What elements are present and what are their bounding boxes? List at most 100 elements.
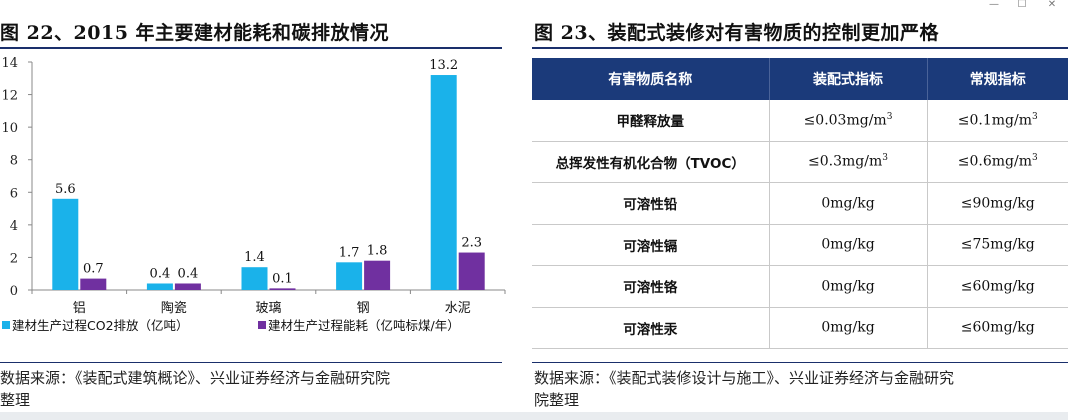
cell-substance-text: 可溶性镉 <box>623 238 678 255</box>
cell-standard-limit: ≤75mg/kg <box>927 224 1068 266</box>
table-row: 可溶性铬 0mg/kg ≤60mg/kg <box>532 265 1068 308</box>
maximize-icon[interactable]: ☐ <box>1017 0 1027 10</box>
harmful-substance-table: 有害物质名称 装配式指标 常规指标 甲醛释放量 ≤0.03mg/m3 ≤0.1mg/… <box>532 58 1068 349</box>
header-prefab: 装配式指标 <box>769 58 928 100</box>
cell-substance-text: 可溶性汞 <box>623 321 678 338</box>
bottom-strip <box>0 412 1068 420</box>
right-source-line2: 院整理 <box>534 391 580 409</box>
cell-substance: 可溶性铬 <box>532 265 770 308</box>
cell-standard-limit: ≤0.1mg/m3 <box>927 100 1068 142</box>
cell-standard-limit: ≤0.6mg/m3 <box>927 141 1068 183</box>
cell-substance-text: 甲醛释放量 <box>616 114 685 131</box>
cell-substance: 总挥发性有机化合物（TVOC） <box>532 141 770 183</box>
data-label: 0.1 <box>272 271 293 286</box>
cell-prefab-limit-text: ≤0.03mg/m <box>803 112 887 129</box>
right-source-note: 数据来源：《装配式装修设计与施工》、兴业证券经济与金融研究 院整理 <box>534 367 1068 411</box>
right-figure-title: 图 23、装配式装修对有害物质的控制更加严格 <box>534 22 940 44</box>
bar-chart: 0 2 4 6 8 10 12 14 5.6 0.7 铝 0.4 0.4 陶瓷 1.4 0.1 玻璃 1.7 1.8… <box>1 56 506 333</box>
y-tick-label: 10 <box>1 121 18 136</box>
bar-co2-1 <box>146 283 173 290</box>
cell-prefab-limit: 0mg/kg <box>769 224 928 266</box>
cell-substance: 可溶性铅 <box>532 182 770 225</box>
bar-co2-2 <box>241 267 268 290</box>
y-tick-label: 8 <box>10 154 18 169</box>
bar-co2-3 <box>336 262 363 290</box>
data-label: 0.7 <box>83 262 104 277</box>
data-label: 0.4 <box>178 266 199 281</box>
cell-substance: 可溶性汞 <box>532 307 770 349</box>
x-tick-label: 钢 <box>357 301 370 316</box>
table-row: 可溶性镉 0mg/kg ≤75mg/kg <box>532 224 1068 266</box>
cell-standard-limit-superscript: 3 <box>1032 111 1038 122</box>
cell-standard-limit-text: ≤75mg/kg <box>960 237 1035 254</box>
y-tick-label: 14 <box>1 56 18 71</box>
cell-standard-limit-text: ≤0.1mg/m <box>957 112 1032 129</box>
x-tick-label: 水泥 <box>445 301 471 316</box>
data-label: 1.7 <box>339 245 360 260</box>
data-label: 13.2 <box>429 58 458 73</box>
cell-substance: 甲醛释放量 <box>532 100 770 142</box>
left-source-note: 数据来源：《装配式建筑概论》、兴业证券经济与金融研究院 整理 <box>0 367 505 411</box>
data-label: 2.3 <box>461 236 482 251</box>
cell-standard-limit-superscript: 3 <box>1032 153 1038 164</box>
data-label: 5.6 <box>55 182 76 197</box>
legend-swatch-energy <box>258 321 266 329</box>
legend-label-energy: 建材生产过程能耗（亿吨标煤/年） <box>268 318 460 333</box>
cell-prefab-limit: ≤0.3mg/m3 <box>769 141 928 183</box>
cell-prefab-limit: ≤0.03mg/m3 <box>769 100 928 142</box>
cell-standard-limit: ≤60mg/kg <box>927 265 1068 308</box>
y-tick-label: 4 <box>10 219 18 234</box>
table-row: 可溶性铅 0mg/kg ≤90mg/kg <box>532 182 1068 225</box>
left-title-rule <box>0 47 502 49</box>
right-source-rule <box>532 362 1068 363</box>
cell-standard-limit-text: ≤60mg/kg <box>960 278 1035 295</box>
cell-substance-text: 总挥发性有机化合物（TVOC） <box>555 155 745 172</box>
cell-prefab-limit-text: 0mg/kg <box>821 320 875 337</box>
bar-energy-4 <box>458 252 485 290</box>
bar-co2-4 <box>430 75 457 291</box>
minimize-icon[interactable]: — <box>989 0 999 10</box>
right-title-rule <box>532 47 1068 49</box>
table-row: 可溶性汞 0mg/kg ≤60mg/kg <box>532 307 1068 349</box>
x-tick-label: 铝 <box>73 301 86 316</box>
y-tick-label: 12 <box>1 89 18 104</box>
bar-energy-0 <box>80 278 107 290</box>
header-substance: 有害物质名称 <box>532 58 770 100</box>
right-source-line1: 数据来源：《装配式装修设计与施工》、兴业证券经济与金融研究 <box>534 369 955 387</box>
bar-co2-0 <box>52 198 79 290</box>
left-source-line2: 整理 <box>0 391 31 409</box>
data-label: 1.4 <box>244 250 265 265</box>
close-icon[interactable]: ✕ <box>1047 0 1057 10</box>
cell-substance-text: 可溶性铅 <box>623 197 678 214</box>
table-row: 甲醛释放量 ≤0.03mg/m3 ≤0.1mg/m3 <box>532 100 1068 142</box>
cell-prefab-limit-superscript: 3 <box>886 111 893 122</box>
cell-standard-limit: ≤60mg/kg <box>927 307 1068 349</box>
bar-energy-3 <box>364 260 391 290</box>
cell-prefab-limit-text: 0mg/kg <box>821 237 875 254</box>
bar-energy-2 <box>269 288 296 290</box>
cell-standard-limit-text: ≤0.6mg/m <box>957 154 1032 171</box>
y-tick-label: 2 <box>10 251 18 266</box>
table-header-row: 有害物质名称 装配式指标 常规指标 <box>532 58 1068 100</box>
cell-standard-limit-text: ≤90mg/kg <box>960 195 1035 212</box>
left-figure-title: 图 22、2015 年主要建材能耗和碳排放情况 <box>0 22 390 44</box>
window-controls: — ☐ ✕ <box>0 0 1068 14</box>
cell-standard-limit-text: ≤60mg/kg <box>960 320 1035 337</box>
left-source-rule <box>0 362 502 363</box>
legend-swatch-co2 <box>2 321 10 329</box>
y-tick-label: 6 <box>10 186 18 201</box>
cell-substance: 可溶性镉 <box>532 224 770 266</box>
table-row: 总挥发性有机化合物（TVOC） ≤0.3mg/m3 ≤0.6mg/m3 <box>532 141 1068 183</box>
x-tick-label: 玻璃 <box>255 301 281 316</box>
cell-prefab-limit-text: 0mg/kg <box>821 195 875 212</box>
left-source-line1: 数据来源：《装配式建筑概论》、兴业证券经济与金融研究院 <box>0 369 391 387</box>
cell-prefab-limit: 0mg/kg <box>769 182 928 225</box>
header-standard: 常规指标 <box>927 58 1068 100</box>
data-label: 0.4 <box>150 266 171 281</box>
data-label: 1.8 <box>367 244 388 259</box>
cell-prefab-limit: 0mg/kg <box>769 265 928 308</box>
cell-standard-limit: ≤90mg/kg <box>927 182 1068 225</box>
cell-prefab-limit: 0mg/kg <box>769 307 928 349</box>
x-tick-label: 陶瓷 <box>161 300 187 316</box>
cell-prefab-limit-text: ≤0.3mg/m <box>808 154 883 171</box>
